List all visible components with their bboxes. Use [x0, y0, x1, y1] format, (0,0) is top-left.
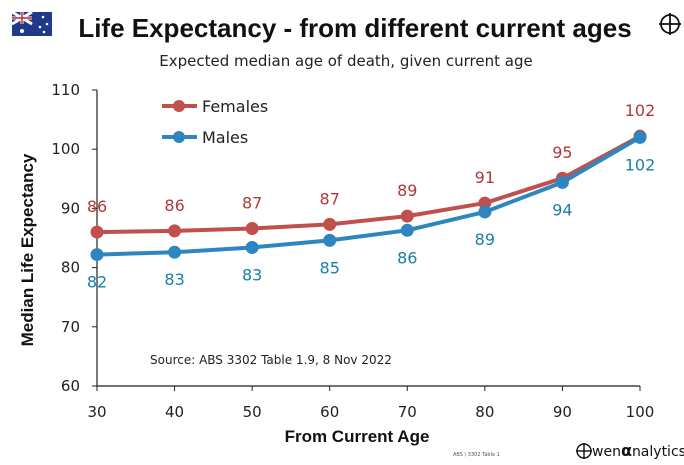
x-axis-title: From Current Age: [285, 427, 430, 446]
legend-marker-males: [173, 131, 185, 143]
data-label-males: 89: [475, 230, 495, 249]
data-label-females: 89: [397, 181, 417, 200]
data-point-males: [555, 175, 569, 189]
data-label-males: 82: [87, 273, 107, 292]
x-tick-label: 80: [475, 403, 494, 421]
data-label-males: 102: [625, 155, 656, 174]
crosshair-icon: [576, 443, 592, 459]
data-label-males: 83: [164, 270, 184, 289]
y-tick-label: 110: [51, 81, 80, 99]
data-label-females: 87: [242, 194, 262, 213]
data-point-males: [245, 240, 259, 254]
data-point-females: [400, 209, 414, 223]
data-point-males: [168, 245, 182, 259]
x-tick-label: 60: [320, 403, 339, 421]
y-tick-label: 100: [51, 140, 80, 158]
data-label-females: 86: [164, 196, 184, 215]
data-point-males: [478, 205, 492, 219]
data-point-females: [168, 224, 182, 238]
data-label-males: 83: [242, 265, 262, 284]
data-point-females: [323, 217, 337, 231]
data-point-males: [323, 233, 337, 247]
data-label-males: 94: [552, 200, 572, 219]
brand-text: wenαnalytics: [592, 441, 684, 460]
series-layer: 86 86 87 87 89 91 95 102 82 83 83 85 86 89 94 102: [87, 101, 655, 291]
y-tick-label: 70: [61, 318, 80, 336]
footnote-text: ABS \ 3302 Table 1: [453, 452, 500, 458]
data-point-males: [90, 248, 104, 262]
data-label-males: 86: [397, 248, 417, 267]
data-label-females: 95: [552, 143, 572, 162]
legend-label-males: Males: [202, 128, 248, 147]
series-males: 82 83 83 85 86 89 94 102: [87, 130, 656, 292]
brand-alpha: α: [621, 441, 632, 460]
legend: Females Males: [162, 97, 268, 147]
legend-marker-females: [173, 100, 185, 112]
data-label-females: 87: [320, 189, 340, 208]
x-tick-label: 30: [87, 403, 106, 421]
series-line-females: [96, 134, 641, 235]
data-point-females: [245, 222, 259, 236]
x-axis-ticks: 30 40 50 60 70 80 90 100: [87, 386, 654, 421]
series-females: 86 86 87 87 89 91 95 102: [87, 101, 656, 239]
x-tick-label: 100: [626, 403, 655, 421]
series-line-males: [96, 135, 642, 257]
y-tick-label: 60: [61, 377, 80, 395]
x-tick-label: 40: [165, 403, 184, 421]
legend-label-females: Females: [202, 97, 268, 116]
brand-text-suffix: nalytics: [632, 444, 684, 460]
x-tick-label: 70: [398, 403, 417, 421]
brand-logo: wenαnalytics: [576, 441, 684, 460]
chart-subtitle: Expected median age of death, given curr…: [159, 52, 532, 70]
data-label-females: 86: [87, 197, 107, 216]
crosshair-icon: [659, 13, 681, 35]
x-tick-label: 90: [553, 403, 572, 421]
y-tick-label: 90: [61, 199, 80, 217]
data-point-males: [633, 130, 647, 144]
y-axis-ticks: 60 70 80 90 100 110: [51, 81, 97, 395]
y-axis-title: Median Life Expectancy: [18, 153, 37, 346]
data-label-females: 91: [475, 168, 495, 187]
source-annotation: Source: ABS 3302 Table 1.9, 8 Nov 2022: [150, 353, 392, 367]
data-point-females: [478, 196, 492, 210]
data-label-females: 102: [625, 101, 656, 120]
y-tick-label: 80: [61, 259, 80, 277]
data-point-females: [90, 225, 104, 239]
australia-flag-icon: [11, 10, 52, 36]
data-label-males: 85: [320, 258, 340, 277]
x-tick-label: 50: [243, 403, 262, 421]
data-point-males: [400, 223, 414, 237]
brand-text-prefix: wen: [592, 444, 621, 460]
chart-title: Life Expectancy - from different current…: [78, 13, 631, 43]
